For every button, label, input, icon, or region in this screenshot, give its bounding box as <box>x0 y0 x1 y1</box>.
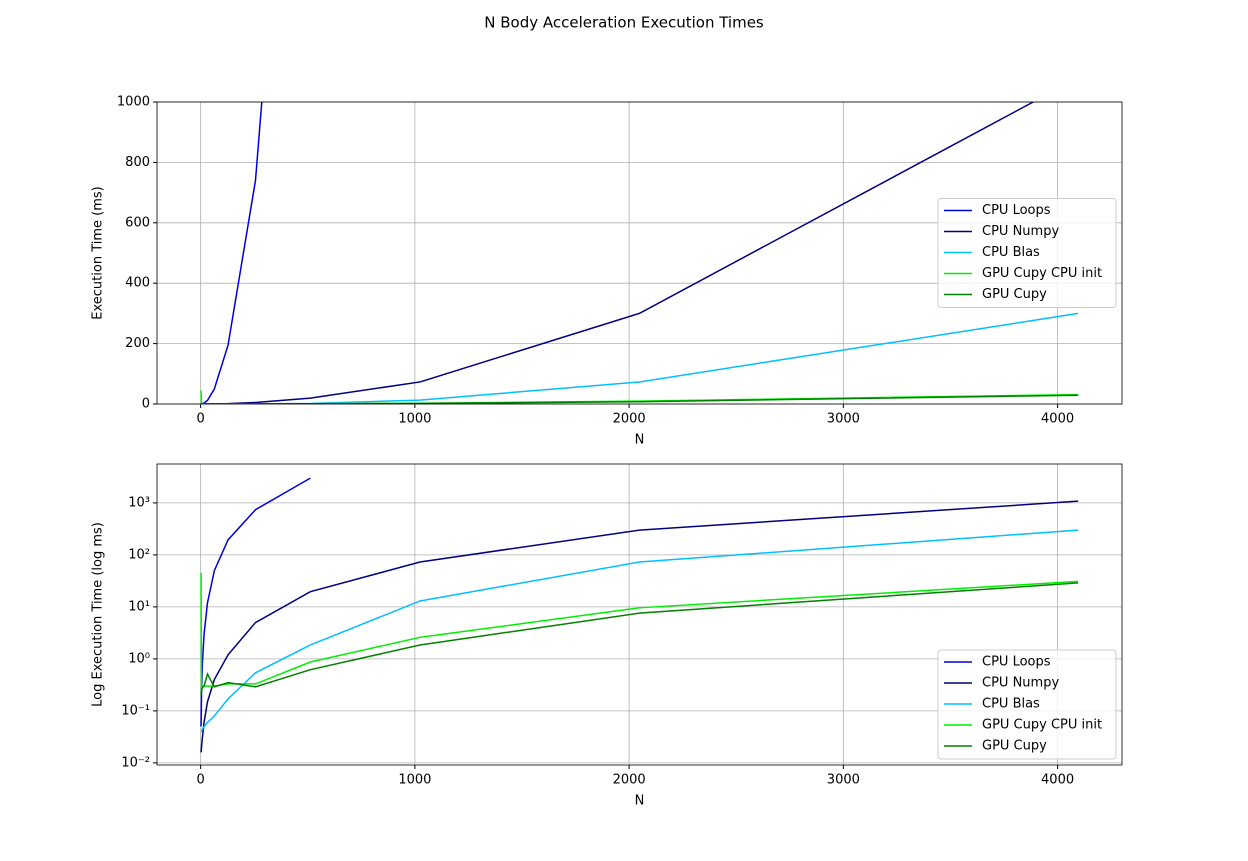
legend-label: CPU Numpy <box>982 224 1059 239</box>
y-tick-label: 1000 <box>117 95 150 110</box>
axes: 0 1000 2000 3000 4000 10⁻² 10⁻¹ 10⁰ 10¹ 10² 10³ N Lo… <box>91 463 1123 809</box>
y-tick-label: 400 <box>125 276 150 291</box>
x-tick-label: 1000 <box>398 773 431 788</box>
legend-label: GPU Cupy CPU init <box>982 718 1102 733</box>
series-line <box>200 582 1079 696</box>
axes-frame <box>156 463 1123 766</box>
y-tick-label: 10² <box>128 547 150 562</box>
x-tick-label: 4000 <box>1041 412 1074 427</box>
legend-label: GPU Cupy <box>982 287 1047 302</box>
y-tick-label: 600 <box>125 215 150 230</box>
legend-label: CPU Numpy <box>982 676 1059 691</box>
x-tick-label: 1000 <box>398 412 431 427</box>
y-tick-label: 200 <box>125 336 150 351</box>
x-tick-label: 0 <box>196 412 204 427</box>
x-tick-label: 2000 <box>613 412 646 427</box>
y-tick-label: 10⁰ <box>128 651 150 666</box>
x-axis-label: N <box>635 433 645 448</box>
y-tick-label: 10⁻² <box>121 755 150 770</box>
legend-label: GPU Cupy <box>982 739 1047 754</box>
series-line <box>200 529 1079 733</box>
axes-frame <box>156 101 1123 405</box>
x-tick-label: 2000 <box>613 773 646 788</box>
x-axis-label: N <box>635 794 645 809</box>
x-tick-label: 0 <box>196 773 204 788</box>
figure-title: N Body Acceleration Execution Times <box>484 14 764 32</box>
y-tick-label: 0 <box>142 397 150 412</box>
y-axis-label: Execution Time (ms) <box>91 186 106 319</box>
legend-box <box>937 198 1117 308</box>
legend-label: CPU Blas <box>982 697 1040 712</box>
x-tick-label: 3000 <box>827 412 860 427</box>
series-line <box>200 500 1079 753</box>
y-axis-label: Log Execution Time (log ms) <box>91 522 106 707</box>
axes: 0 1000 2000 3000 4000 0 200 400 600 800 1000 N Execu… <box>91 95 1123 448</box>
y-tick-label: 10³ <box>128 495 150 510</box>
x-tick-label: 3000 <box>827 773 860 788</box>
legend-label: CPU Loops <box>982 203 1051 218</box>
y-tick-label: 10⁻¹ <box>121 703 150 718</box>
legend-box <box>937 649 1117 760</box>
legend-label: CPU Loops <box>982 655 1051 670</box>
y-tick-label: 10¹ <box>128 599 150 614</box>
y-tick-label: 800 <box>125 155 150 170</box>
x-tick-label: 4000 <box>1041 773 1074 788</box>
legend-label: CPU Blas <box>982 245 1040 260</box>
legend-label: GPU Cupy CPU init <box>982 266 1102 281</box>
